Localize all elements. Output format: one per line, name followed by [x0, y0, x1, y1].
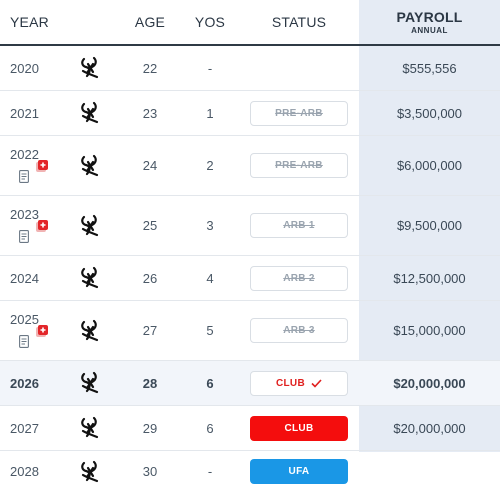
year-label: 2023	[10, 207, 39, 222]
age-cell: 26	[142, 270, 158, 286]
status-badge-arb-3[interactable]: ARB 3	[250, 318, 348, 343]
year-cell: 2023	[10, 196, 50, 255]
header-status[interactable]: STATUS	[271, 14, 327, 30]
status-cell: UFA	[250, 451, 348, 492]
yos-cell: 1	[206, 105, 214, 121]
yos-cell: 2	[206, 158, 214, 173]
injury-plus-icon[interactable]	[36, 325, 48, 337]
year-cell: 2022	[10, 136, 50, 195]
injury-plus-icon[interactable]	[36, 220, 48, 232]
status-cell: CLUB	[250, 361, 348, 405]
year-cell: 2027	[10, 420, 39, 436]
white-sox-logo-icon	[81, 371, 99, 394]
yos-cell: -	[207, 60, 213, 76]
table-header: YEAR AGE YOS STATUS PAYROLL ANNUAL	[0, 0, 500, 46]
status-badge-arb-1[interactable]: ARB 1	[250, 213, 348, 238]
table-row: 2020 22 - $555,556	[0, 46, 500, 91]
status-badge-club[interactable]: CLUB	[250, 415, 348, 441]
payroll-cell: $555,556	[402, 60, 457, 76]
payroll-cell: $9,500,000	[396, 218, 463, 233]
age-cell: 27	[142, 323, 158, 338]
white-sox-logo-icon	[81, 460, 99, 482]
header-payroll-label: PAYROLL	[396, 9, 463, 25]
age-cell: 25	[142, 218, 158, 233]
age-cell: 23	[142, 105, 158, 121]
age-cell: 29	[142, 420, 158, 436]
status-cell: ARB 1	[250, 196, 348, 255]
payroll-cell: $20,000,000	[393, 375, 466, 391]
table-row: 2025 27 5 ARB 3 $15,000,000	[0, 301, 500, 361]
status-cell: ARB 2	[250, 256, 348, 300]
status-badge-arb-2[interactable]: ARB 2	[250, 265, 348, 291]
header-age[interactable]: AGE	[134, 14, 166, 30]
year-cell: 2028	[10, 464, 39, 479]
age-cell: 24	[142, 158, 158, 173]
header-payroll-sub: ANNUAL	[411, 26, 448, 35]
age-cell: 22	[142, 60, 158, 76]
year-cell: 2020	[10, 60, 39, 76]
payroll-cell: $6,000,000	[396, 158, 463, 173]
yos-cell: 5	[206, 323, 214, 338]
checkmark-icon	[311, 378, 322, 388]
table-row: 2028 30 - UFA	[0, 451, 500, 492]
yos-cell: 4	[206, 270, 214, 286]
yos-cell: -	[207, 464, 213, 479]
status-badge-pre-arb[interactable]: PRE-ARB	[250, 153, 348, 178]
header-payroll[interactable]: PAYROLL ANNUAL	[359, 0, 500, 44]
table-row: 2023 25 3 ARB 1 $9,500,000	[0, 196, 500, 256]
injury-plus-icon[interactable]	[36, 160, 48, 172]
status-badge-club-exercised[interactable]: CLUB	[250, 370, 348, 396]
age-cell: 30	[142, 464, 158, 479]
document-icon[interactable]	[19, 230, 29, 243]
year-cell: 2026	[10, 375, 39, 391]
white-sox-logo-icon	[81, 266, 99, 289]
white-sox-logo-icon	[81, 214, 99, 236]
table-row: 2024 26 4 ARB 2 $12,500,000	[0, 256, 500, 301]
white-sox-logo-icon	[81, 101, 99, 124]
status-badge-pre-arb[interactable]: PRE-ARB	[250, 100, 348, 126]
payroll-cell: $20,000,000	[393, 420, 466, 436]
payroll-cell: $15,000,000	[393, 323, 466, 338]
year-label: 2022	[10, 147, 39, 162]
white-sox-logo-icon	[81, 416, 99, 439]
status-cell: ARB 3	[250, 301, 348, 360]
header-year[interactable]: YEAR	[10, 14, 49, 30]
document-icon[interactable]	[19, 170, 29, 183]
age-cell: 28	[142, 375, 158, 391]
yos-cell: 6	[206, 420, 214, 436]
table-row: 2022 24 2 PRE-ARB $6,000,000	[0, 136, 500, 196]
status-cell: PRE-ARB	[250, 91, 348, 135]
white-sox-logo-icon	[81, 319, 99, 341]
year-label: 2025	[10, 312, 39, 327]
table-row: 2021 23 1 PRE-ARB $3,500,000	[0, 91, 500, 136]
year-cell: 2024	[10, 270, 39, 286]
status-badge-ufa[interactable]: UFA	[250, 459, 348, 484]
yos-cell: 3	[206, 218, 214, 233]
header-yos[interactable]: YOS	[194, 14, 226, 30]
table-row: 2027 29 6 CLUB $20,000,000	[0, 406, 500, 451]
year-cell: 2021	[10, 105, 39, 121]
payroll-cell: $12,500,000	[393, 270, 466, 286]
yos-cell: 6	[206, 375, 214, 391]
document-icon[interactable]	[19, 335, 29, 348]
white-sox-logo-icon	[81, 56, 99, 79]
status-cell: PRE-ARB	[250, 136, 348, 195]
year-cell: 2025	[10, 301, 50, 360]
status-badge-label: CLUB	[276, 377, 305, 389]
status-cell: CLUB	[250, 406, 348, 450]
table-row-current: 2026 28 6 CLUB $20,000,000	[0, 361, 500, 406]
white-sox-logo-icon	[81, 154, 99, 176]
payroll-cell: $3,500,000	[396, 105, 463, 121]
